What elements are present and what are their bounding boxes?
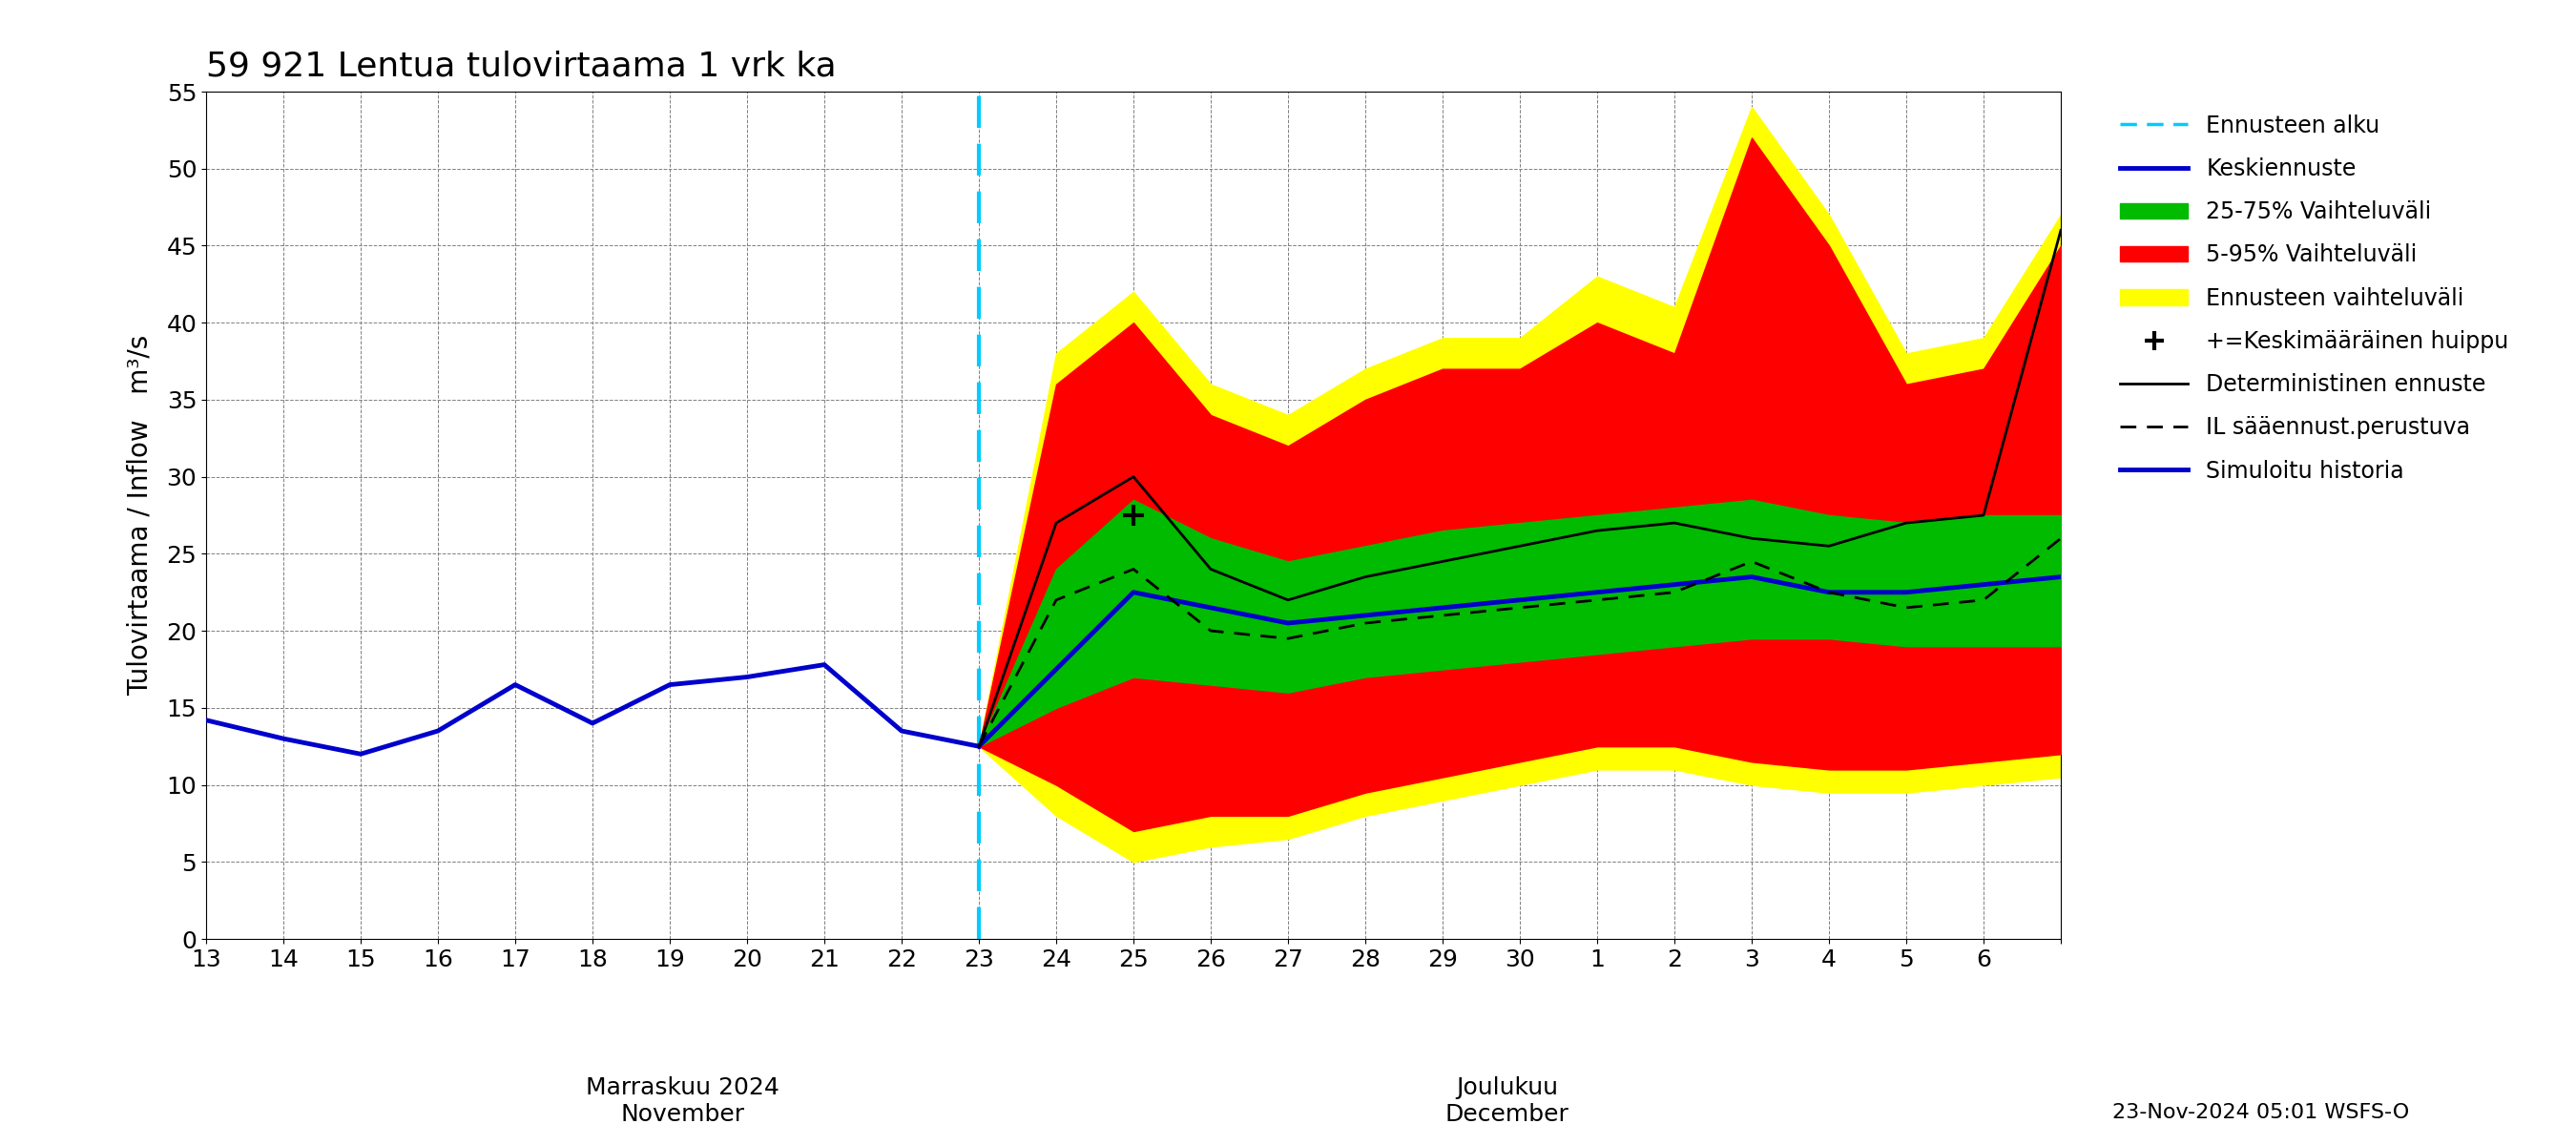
Legend: Ennusteen alku, Keskiennuste, 25-75% Vaihteluväli, 5-95% Vaihteluväli, Ennusteen: Ennusteen alku, Keskiennuste, 25-75% Vai… bbox=[2110, 103, 2519, 493]
Text: Marraskuu 2024
November: Marraskuu 2024 November bbox=[585, 1076, 781, 1126]
Y-axis label: Tulovirtaama / Inflow   m³/s: Tulovirtaama / Inflow m³/s bbox=[126, 334, 152, 696]
Text: Joulukuu
December: Joulukuu December bbox=[1445, 1076, 1569, 1126]
Text: 59 921 Lentua tulovirtaama 1 vrk ka: 59 921 Lentua tulovirtaama 1 vrk ka bbox=[206, 50, 837, 82]
Text: 23-Nov-2024 05:01 WSFS-O: 23-Nov-2024 05:01 WSFS-O bbox=[2112, 1103, 2409, 1122]
